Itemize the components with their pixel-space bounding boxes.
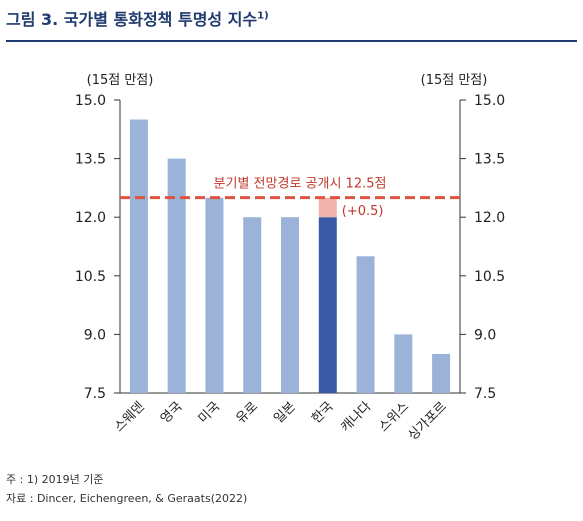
y-tick-label-right: 15.0 — [474, 93, 505, 109]
bar-chart: 15.0 15.0 13.5 13.5 12.0 12.0 10.5 10.5 9.0 9.0 7.… — [75, 73, 505, 444]
x-tick-label: 스웨덴 — [112, 399, 148, 435]
y-tick-label-left: 12.0 — [75, 210, 106, 226]
y-tick-label-right: 10.5 — [474, 269, 505, 285]
x-tick-label: 한국 — [309, 399, 337, 427]
x-tick-label: 유로 — [234, 399, 262, 427]
chart-axes: 15.0 15.0 13.5 13.5 12.0 12.0 10.5 10.5 9.0 9.0 7.… — [75, 73, 505, 444]
bar-increment — [318, 197, 337, 218]
bar-8 — [394, 334, 413, 393]
x-tick-label: 영국 — [158, 399, 186, 427]
y-tick-label-left: 10.5 — [75, 269, 106, 285]
y-tick-label-right: 13.5 — [474, 152, 505, 168]
bar-7 — [356, 256, 375, 393]
increment-label: (+0.5) — [342, 204, 384, 219]
y-tick-label-left: 9.0 — [84, 327, 106, 343]
x-tick-label: 미국 — [196, 399, 224, 427]
y-tick-label-left: 13.5 — [75, 152, 106, 168]
y-tick-label-right: 7.5 — [474, 386, 496, 402]
y-axis-label-left: (15점 만점) — [87, 73, 154, 88]
chart-overlay: (+0.5) 분기별 전망경로 공개시 12.5점 — [120, 177, 460, 219]
bar-9 — [432, 353, 451, 393]
title-area: 그림 3. 국가별 통화정책 투명성 지수1) — [6, 6, 577, 42]
bar-1 — [129, 119, 148, 394]
bar-2 — [167, 158, 186, 393]
y-tick-label-left: 7.5 — [84, 386, 106, 402]
bar-4 — [243, 217, 262, 393]
x-tick-label: 스위스 — [376, 399, 412, 435]
bar-3 — [205, 197, 224, 393]
x-tick-label: 싱가포르 — [406, 399, 450, 443]
reference-line-label: 분기별 전망경로 공개시 12.5점 — [214, 177, 387, 192]
y-tick-label-right: 9.0 — [474, 327, 496, 343]
y-tick-label-left: 15.0 — [75, 93, 106, 109]
chart-title-text: 그림 3. 국가별 통화정책 투명성 지수 — [6, 10, 258, 29]
chart-bars — [129, 119, 451, 394]
footnote: 주 : 1) 2019년 기준 — [6, 473, 104, 486]
y-axis-label-right: (15점 만점) — [421, 73, 488, 88]
y-tick-label-right: 12.0 — [474, 210, 505, 226]
x-tick-label: 캐나다 — [338, 399, 374, 435]
bar-5 — [281, 217, 299, 393]
title-footnote-mark: 1) — [257, 10, 269, 22]
notes: 주 : 1) 2019년 기준 자료 : Dincer, Eichengreen… — [6, 470, 247, 508]
x-tick-label: 일본 — [271, 399, 299, 427]
bar-6 — [318, 217, 337, 393]
title-rule — [6, 40, 577, 42]
source-note: 자료 : Dincer, Eichengreen, & Geraats(2022… — [6, 492, 248, 505]
chart-title: 그림 3. 국가별 통화정책 투명성 지수1) — [6, 6, 577, 30]
